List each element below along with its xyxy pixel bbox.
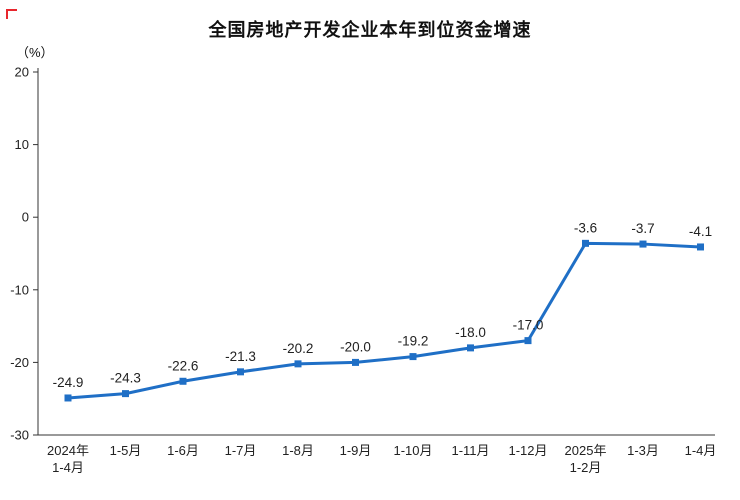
data-label: -19.2 — [398, 334, 429, 349]
data-point-marker — [467, 344, 474, 352]
y-tick-label: 0 — [22, 210, 29, 225]
data-label: -24.9 — [53, 375, 84, 390]
x-tick-label: 2024年 1-4月 — [47, 443, 89, 475]
data-label: -3.6 — [574, 220, 597, 235]
y-tick-label: 20 — [15, 65, 29, 80]
y-tick-label: 10 — [15, 137, 29, 152]
data-point-marker — [639, 240, 647, 248]
x-tick-label: 1-5月 — [110, 443, 142, 458]
chart-title: 全国房地产开发企业本年到位资金增速 — [208, 20, 532, 40]
x-tick-label: 1-6月 — [167, 443, 199, 458]
data-label: -17.0 — [513, 318, 544, 333]
data-point-marker — [409, 353, 417, 361]
data-point-marker — [582, 239, 589, 247]
data-label: -3.7 — [631, 221, 654, 236]
y-tick-label: -10 — [10, 282, 29, 297]
data-label: -4.1 — [689, 224, 712, 239]
data-point-marker — [524, 337, 532, 345]
y-tick-label: -30 — [10, 428, 29, 443]
data-point-marker — [64, 394, 72, 402]
data-label: -20.2 — [283, 341, 314, 356]
y-axis-unit-label: （%） — [16, 45, 54, 60]
data-label: -18.0 — [455, 325, 486, 340]
x-tick-label: 1-3月 — [627, 443, 659, 458]
data-point-marker — [294, 360, 302, 368]
data-label: -21.3 — [225, 349, 256, 364]
data-point-marker — [179, 377, 187, 385]
data-point-marker — [352, 358, 359, 366]
corner-bracket-icon — [6, 9, 17, 19]
x-tick-label: 2025年 1-2月 — [565, 443, 607, 475]
data-label: -20.0 — [340, 339, 371, 354]
data-point-marker — [697, 243, 704, 251]
x-tick-label: 1-9月 — [340, 443, 372, 458]
data-point-marker — [237, 368, 244, 376]
x-tick-label: 1-8月 — [282, 443, 314, 458]
x-tick-label: 1-11月 — [451, 443, 489, 458]
x-tick-label: 1-12月 — [508, 443, 547, 458]
data-point-marker — [122, 390, 129, 398]
x-tick-label: 1-7月 — [225, 443, 257, 458]
data-label: -22.6 — [168, 358, 199, 373]
series-line — [66, 241, 702, 400]
y-tick-label: -20 — [10, 355, 29, 370]
x-tick-label: 1-4月 — [685, 443, 717, 458]
x-tick-label: 1-10月 — [393, 443, 432, 458]
data-label: -24.3 — [110, 371, 141, 386]
